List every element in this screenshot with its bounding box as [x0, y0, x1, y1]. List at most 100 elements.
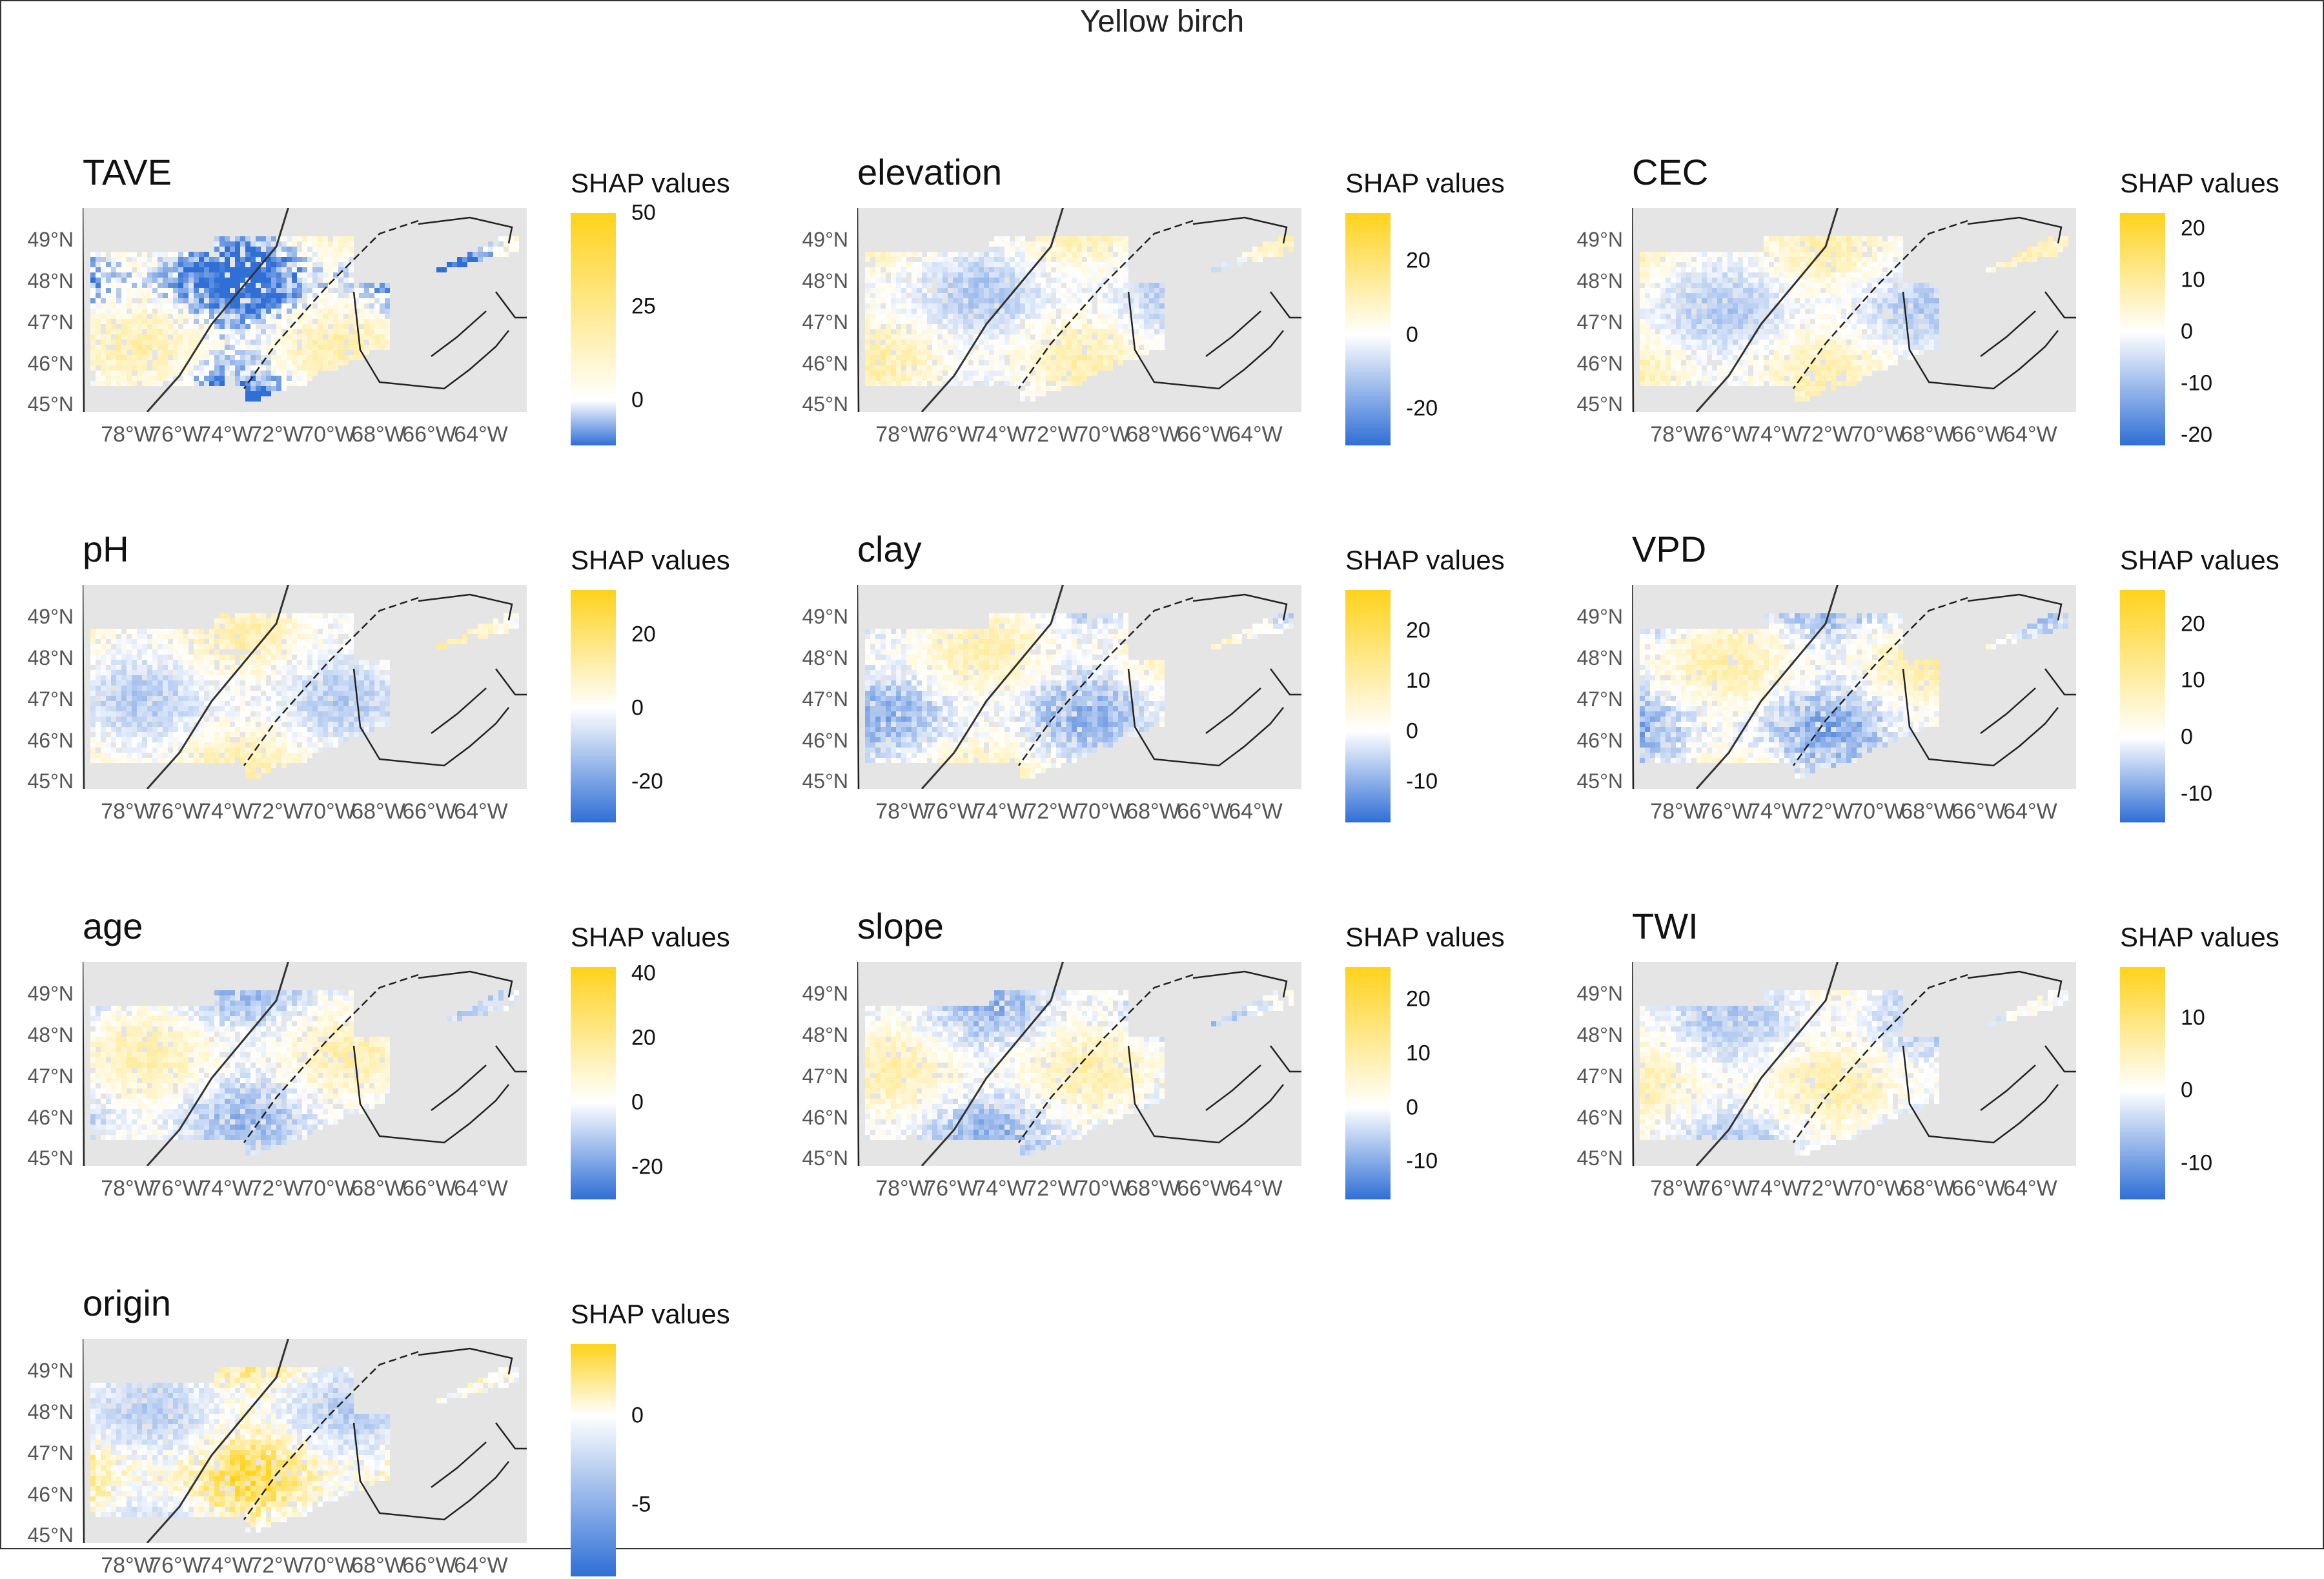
lon-label: 68°W — [1126, 1176, 1180, 1201]
legend-tick-label: 50 — [631, 201, 656, 226]
lat-label: 49°N — [790, 982, 848, 1006]
lat-label: 49°N — [1565, 228, 1623, 252]
lon-label: 78°W — [101, 422, 155, 447]
legend-tick-label: -20 — [631, 1155, 663, 1180]
legend-tick-label: 0 — [2181, 1078, 2193, 1103]
lon-label: 72°W — [1799, 1176, 1853, 1201]
lat-label: 47°N — [15, 1441, 74, 1465]
legend-tick — [616, 973, 625, 975]
shap-map — [83, 1339, 527, 1543]
legend-tick — [616, 1037, 625, 1039]
lat-label: 48°N — [15, 269, 74, 293]
lat-label: 49°N — [15, 605, 74, 629]
lon-label: 70°W — [301, 799, 356, 824]
lat-label: 49°N — [1565, 982, 1623, 1006]
legend-tick — [1391, 731, 1400, 733]
panel-title: VPD — [1632, 528, 1706, 570]
lon-label: 74°W — [1748, 422, 1802, 447]
lon-label: 74°W — [199, 799, 253, 824]
lon-label: 72°W — [1024, 422, 1079, 447]
legend-colorbar — [1345, 213, 1391, 445]
legend-tick — [2165, 1017, 2174, 1019]
legend-tick — [2165, 1090, 2174, 1092]
lon-label: 72°W — [1024, 1176, 1079, 1201]
legend-tick-label: -20 — [2181, 423, 2212, 448]
lon-label: 70°W — [301, 1553, 356, 1578]
lon-label: 74°W — [199, 422, 253, 447]
lat-label: 45°N — [1565, 769, 1623, 793]
lon-label: 64°W — [454, 1176, 508, 1201]
lon-label: 64°W — [454, 799, 508, 824]
legend-tick-label: 0 — [2181, 725, 2193, 750]
legend-tick-label: 10 — [2181, 268, 2205, 293]
lon-label: 76°W — [149, 1553, 203, 1578]
legend-tick — [1391, 408, 1400, 410]
legend-tick-label: -20 — [1406, 396, 1438, 421]
legend-tick — [2165, 331, 2174, 333]
legend-tick-label: 10 — [2181, 1005, 2205, 1030]
legend-tick-label: 10 — [1406, 1041, 1431, 1066]
legend-tick — [1391, 680, 1400, 682]
legend-title: SHAP values — [2120, 168, 2279, 199]
lon-label: 66°W — [402, 1553, 456, 1578]
legend-tick — [616, 708, 625, 709]
lon-label: 78°W — [875, 799, 930, 824]
legend-tick-label: -20 — [631, 769, 663, 795]
shap-map — [83, 208, 527, 412]
figure-title: Yellow birch — [0, 4, 2324, 39]
lat-label: 46°N — [15, 1106, 74, 1130]
legend-tick — [2165, 1163, 2174, 1165]
lon-label: 66°W — [1952, 1176, 2006, 1201]
lon-label: 64°W — [1228, 1176, 1283, 1201]
lon-label: 64°W — [2003, 1176, 2057, 1201]
legend-tick-label: -10 — [2181, 371, 2212, 396]
lat-label: 46°N — [1565, 1106, 1623, 1130]
legend-tick — [2165, 680, 2174, 682]
lon-label: 74°W — [973, 422, 1028, 447]
lon-label: 78°W — [101, 1553, 155, 1578]
legend-colorbar — [571, 967, 616, 1199]
lon-label: 68°W — [1126, 422, 1180, 447]
lat-label: 46°N — [1565, 352, 1623, 376]
lat-label: 47°N — [1565, 1065, 1623, 1088]
lat-label: 45°N — [15, 769, 74, 793]
shap-map — [857, 208, 1301, 412]
lat-label: 46°N — [1565, 729, 1623, 753]
lat-label: 49°N — [15, 1359, 74, 1383]
lat-label: 49°N — [1565, 605, 1623, 629]
lat-label: 48°N — [790, 269, 848, 293]
legend-tick — [616, 212, 625, 214]
legend-title: SHAP values — [571, 545, 730, 576]
legend-tick — [2165, 280, 2174, 281]
shap-map — [857, 585, 1301, 789]
panel-title: elevation — [857, 151, 1002, 193]
lat-label: 48°N — [1565, 1023, 1623, 1047]
legend-colorbar — [1345, 967, 1391, 1199]
lon-label: 66°W — [402, 799, 456, 824]
lat-label: 46°N — [15, 729, 74, 753]
legend-tick-label: 0 — [1406, 1095, 1418, 1120]
lat-label: 48°N — [15, 1400, 74, 1424]
lat-label: 48°N — [1565, 646, 1623, 670]
legend-tick — [616, 400, 625, 402]
legend-tick-label: -10 — [2181, 1150, 2212, 1176]
lon-label: 76°W — [924, 799, 978, 824]
lon-label: 78°W — [1650, 799, 1704, 824]
lat-label: 45°N — [15, 392, 74, 416]
lon-label: 78°W — [101, 799, 155, 824]
lon-label: 76°W — [1698, 422, 1753, 447]
lon-label: 68°W — [351, 422, 405, 447]
lon-label: 70°W — [1076, 422, 1130, 447]
lon-label: 76°W — [149, 799, 203, 824]
lon-label: 72°W — [250, 422, 304, 447]
legend-tick-label: 20 — [1406, 249, 1431, 274]
lon-label: 64°W — [2003, 799, 2057, 824]
legend-tick — [616, 1415, 625, 1417]
lat-label: 47°N — [1565, 688, 1623, 711]
panel-title: TWI — [1632, 905, 1698, 947]
